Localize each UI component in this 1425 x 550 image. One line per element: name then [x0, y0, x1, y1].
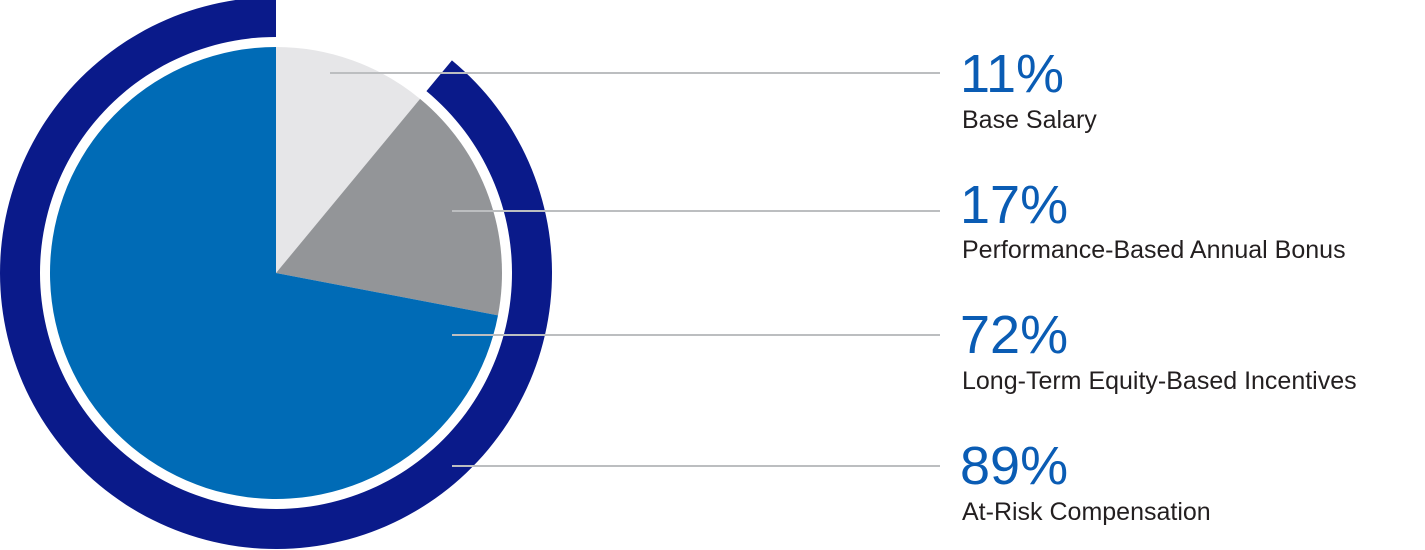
equity-incentives-slice — [49, 47, 498, 499]
annual-bonus-value: 17% — [960, 175, 1068, 235]
annual-bonus-slice — [276, 98, 502, 316]
equity-incentives-label: Long-Term Equity-Based Incentives — [962, 367, 1357, 395]
annual-bonus-label: Performance-Based Annual Bonus — [962, 236, 1346, 264]
pie-slices-group — [49, 47, 502, 499]
at-risk-value: 89% — [960, 436, 1068, 496]
base-salary-slice — [276, 47, 421, 273]
at-risk-label: At-Risk Compensation — [962, 498, 1211, 526]
base-salary-value: 11% — [960, 44, 1064, 104]
base-salary-label: Base Salary — [962, 106, 1097, 134]
leader-lines-group — [330, 72, 940, 467]
equity-incentives-value: 72% — [960, 305, 1068, 365]
